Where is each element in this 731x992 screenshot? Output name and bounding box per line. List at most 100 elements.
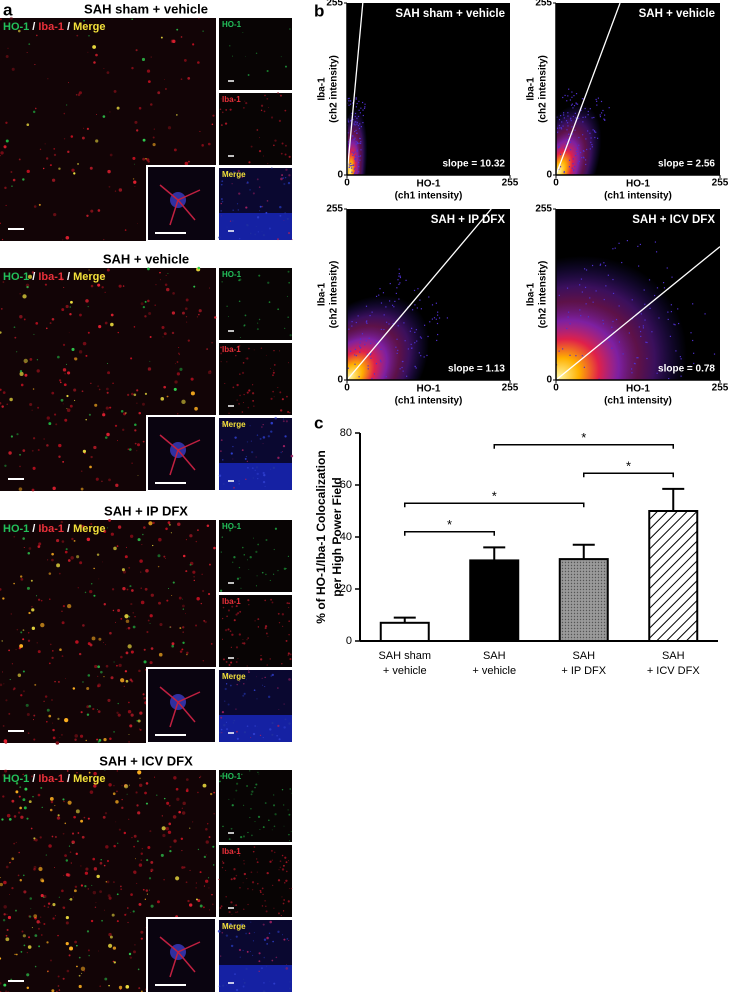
speckle xyxy=(231,220,234,222)
speckle xyxy=(57,985,60,987)
density-point xyxy=(367,368,369,370)
speckle xyxy=(75,852,78,856)
speckle xyxy=(137,968,140,971)
speckle xyxy=(49,164,52,167)
speckle xyxy=(15,841,17,843)
density-point xyxy=(360,149,362,151)
speckle xyxy=(267,107,269,108)
density-point xyxy=(603,298,605,301)
speckle xyxy=(260,658,263,661)
density-point xyxy=(385,306,387,308)
speckle xyxy=(140,937,143,940)
speckle xyxy=(46,708,50,712)
speckle xyxy=(246,784,249,787)
speckle xyxy=(45,327,48,330)
speckle xyxy=(242,804,245,806)
speckle xyxy=(169,626,171,628)
density-point xyxy=(344,337,345,338)
density-point xyxy=(350,162,352,164)
speckle xyxy=(45,157,49,160)
density-point xyxy=(633,362,636,365)
speckle xyxy=(262,480,266,484)
speckle xyxy=(248,161,251,164)
speckle xyxy=(286,870,288,873)
speckle xyxy=(102,274,105,278)
speckle xyxy=(243,860,245,862)
speckle xyxy=(15,790,19,794)
speckle xyxy=(239,956,241,958)
density-point xyxy=(354,172,356,175)
speckle xyxy=(22,874,25,877)
density-point xyxy=(558,168,560,170)
speckle xyxy=(34,63,36,66)
speckle xyxy=(132,178,135,180)
speckle xyxy=(3,983,7,987)
speckle xyxy=(256,434,259,436)
density-point xyxy=(379,288,381,290)
speckle xyxy=(241,546,244,549)
speckle xyxy=(19,293,21,295)
speckle xyxy=(51,178,56,182)
density-point xyxy=(651,331,653,333)
speckle xyxy=(242,908,245,911)
speckle xyxy=(225,984,227,986)
channel-tag: Iba-1 xyxy=(222,847,241,856)
speckle xyxy=(129,534,134,538)
speckle xyxy=(73,815,76,819)
speckle xyxy=(46,720,48,723)
speckle xyxy=(227,628,230,631)
speckle xyxy=(13,535,16,538)
speckle xyxy=(139,777,141,780)
speckle xyxy=(193,576,195,578)
speckle xyxy=(86,705,90,709)
density-point xyxy=(637,412,638,413)
speckle xyxy=(18,158,21,161)
speckle xyxy=(249,556,252,559)
speckle xyxy=(80,972,83,974)
density-point xyxy=(594,136,596,139)
speckle xyxy=(76,771,78,774)
significance-bracket xyxy=(583,472,674,478)
density-point xyxy=(365,321,367,323)
speckle xyxy=(30,827,33,830)
density-point xyxy=(565,143,567,145)
speckle xyxy=(258,274,261,277)
speckle xyxy=(270,116,274,119)
density-point xyxy=(413,289,416,292)
density-point xyxy=(583,150,585,152)
speckle xyxy=(168,822,172,826)
speckle xyxy=(135,858,136,860)
density-point xyxy=(584,159,587,161)
speckle xyxy=(70,135,74,138)
speckle xyxy=(179,367,183,371)
speckle xyxy=(50,800,54,804)
speckle xyxy=(163,555,166,558)
speckle xyxy=(125,679,129,683)
speckle xyxy=(117,713,121,717)
density-point xyxy=(355,143,357,145)
y-tick-label: 255 xyxy=(326,0,343,9)
speckle xyxy=(116,770,119,772)
speckle xyxy=(68,845,71,847)
density-point xyxy=(604,427,605,428)
speckle xyxy=(254,469,256,471)
density-point xyxy=(348,104,350,106)
speckle xyxy=(247,599,250,602)
speckle xyxy=(243,981,246,984)
density-point xyxy=(554,338,555,339)
speckle xyxy=(258,150,262,153)
x-axis-label: (ch1 intensity) xyxy=(395,191,463,202)
density-point xyxy=(568,159,571,161)
speckle xyxy=(142,533,144,536)
speckle xyxy=(131,836,133,839)
speckle xyxy=(213,791,216,794)
density-point xyxy=(344,102,345,103)
speckle xyxy=(263,981,265,984)
density-point xyxy=(363,107,366,109)
density-point xyxy=(399,368,401,370)
speckle xyxy=(252,537,254,539)
speckle xyxy=(83,970,86,972)
speckle xyxy=(178,352,180,354)
speckle xyxy=(250,921,252,923)
slope-label: slope = 1.13 xyxy=(448,364,505,375)
